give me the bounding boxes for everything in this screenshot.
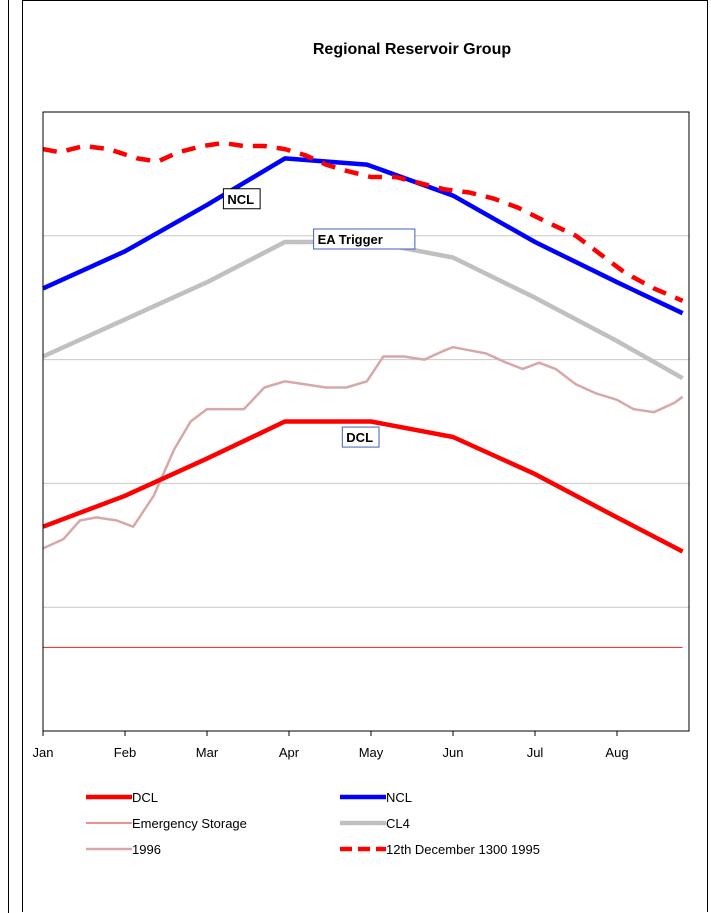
annotation-box: [341, 426, 380, 448]
legend-item-emergency-storage: Emergency Storage: [86, 816, 247, 831]
legend-item-ncl: NCL: [340, 790, 412, 805]
annotation-group: NCL EA Trigger DCL: [222, 188, 416, 448]
legend-label: 1996: [132, 842, 161, 857]
x-axis-ticks: Jan Feb Mar Apr May Jun Jul Aug: [33, 731, 629, 760]
annotation-box: [222, 188, 261, 210]
legend-label: Emergency Storage: [132, 816, 247, 831]
annotation-text: DCL: [346, 430, 373, 445]
x-tick-label-feb: Feb: [114, 745, 136, 760]
series-line-1996: [42, 345, 684, 550]
x-tick-label-mar: Mar: [196, 745, 219, 760]
annotation-text: EA Trigger: [318, 232, 383, 247]
legend-label: 12th December 1300 1995: [386, 842, 540, 857]
annotation-dcl: DCL: [341, 426, 380, 448]
annotation-ncl: NCL: [222, 188, 261, 210]
x-tick-label-jan: Jan: [33, 745, 54, 760]
x-tick-label-jun: Jun: [443, 745, 464, 760]
annotation-text: NCL: [227, 192, 254, 207]
x-tick-label-apr: Apr: [279, 745, 300, 760]
legend-label: CL4: [386, 816, 410, 831]
legend-item-1996: 1996: [86, 842, 161, 857]
x-tick-label-may: May: [359, 745, 384, 760]
annotation-ea-trigger: EA Trigger: [313, 228, 416, 250]
series-line-12th-december-1300-1995: [42, 140, 684, 303]
annotation-box: [313, 228, 416, 250]
chart-title: Regional Reservoir Group: [313, 41, 511, 58]
legend-label: NCL: [386, 790, 412, 805]
chart-frame: [22, 0, 708, 912]
legend-item-12th-december-1300-1995: 12th December 1300 1995: [340, 842, 540, 857]
x-tick-label-aug: Aug: [605, 745, 628, 760]
series-line-dcl: [42, 419, 684, 554]
series-group: [42, 140, 684, 648]
left-border-line: [8, 0, 9, 913]
x-tick-label-jul: Jul: [527, 745, 544, 760]
legend-item-dcl: DCL: [86, 790, 158, 805]
legend-item-cl4: CL4: [340, 816, 410, 831]
series-line-cl4: [42, 239, 684, 381]
series-line-ncl: [42, 156, 684, 316]
legend: DCL NCL Emergency Storage CL4 1996 12th Decem…: [86, 790, 540, 857]
plot-area-border: [42, 111, 690, 732]
legend-label: DCL: [132, 790, 158, 805]
